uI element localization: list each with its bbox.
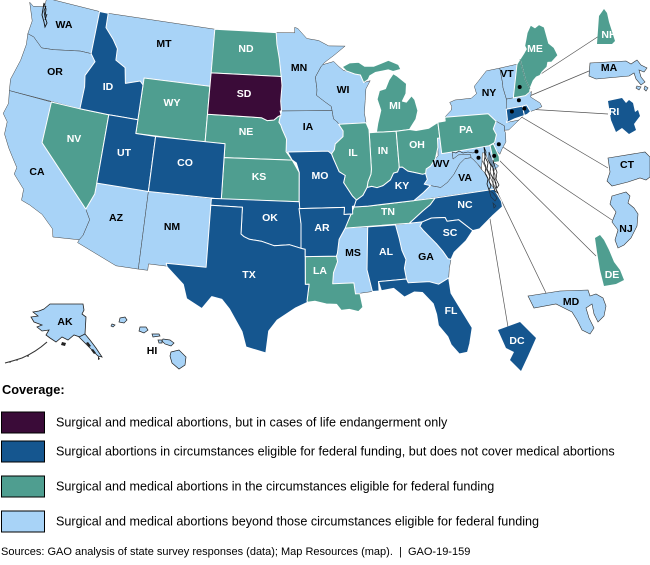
svg-text:CT: CT [620, 159, 635, 171]
svg-text:TN: TN [381, 206, 395, 218]
svg-text:Sources: GAO analysis of state: Sources: GAO analysis of state survey re… [1, 546, 470, 558]
svg-text:NY: NY [482, 87, 497, 99]
svg-text:IA: IA [303, 121, 314, 133]
svg-text:DE: DE [605, 269, 620, 281]
svg-text:FL: FL [445, 305, 458, 317]
svg-text:WA: WA [56, 19, 73, 31]
svg-text:Surgical abortions in circumst: Surgical abortions in circumstances elig… [56, 445, 615, 459]
svg-text:KY: KY [395, 180, 410, 192]
svg-text:ME: ME [527, 43, 543, 55]
svg-text:ND: ND [238, 43, 254, 55]
svg-text:OK: OK [262, 212, 278, 224]
svg-text:IL: IL [348, 147, 358, 159]
svg-text:MN: MN [291, 62, 307, 74]
svg-text:MD: MD [563, 296, 580, 308]
svg-text:LA: LA [313, 265, 327, 277]
svg-text:MT: MT [156, 38, 172, 50]
svg-text:CA: CA [29, 166, 45, 178]
svg-text:PA: PA [459, 124, 473, 136]
svg-text:AL: AL [379, 246, 394, 258]
svg-text:Surgical and medical abortions: Surgical and medical abortions in the ci… [56, 480, 494, 494]
svg-text:SC: SC [443, 227, 458, 239]
svg-text:SD: SD [237, 88, 252, 100]
svg-text:MA: MA [601, 62, 618, 74]
svg-text:NE: NE [239, 126, 254, 138]
svg-text:MO: MO [312, 170, 329, 182]
svg-text:KS: KS [252, 171, 267, 183]
svg-text:ID: ID [103, 81, 114, 93]
svg-text:TX: TX [242, 269, 255, 281]
svg-text:AZ: AZ [109, 212, 124, 224]
svg-text:CO: CO [177, 157, 193, 169]
svg-text:VT: VT [500, 68, 514, 80]
svg-text:NM: NM [164, 221, 181, 233]
svg-text:WI: WI [337, 84, 350, 96]
svg-text:NC: NC [457, 199, 473, 211]
svg-text:AK: AK [57, 316, 73, 328]
svg-text:DC: DC [509, 335, 525, 347]
svg-text:GA: GA [418, 251, 434, 263]
svg-text:MI: MI [389, 100, 401, 112]
svg-text:WY: WY [164, 97, 181, 109]
svg-text:HI: HI [147, 345, 158, 357]
svg-text:Surgical and medical abortions: Surgical and medical abortions beyond th… [56, 515, 539, 529]
svg-text:OH: OH [409, 139, 425, 151]
svg-text:Surgical and medical abortions: Surgical and medical abortions, but in c… [56, 416, 448, 430]
svg-text:MS: MS [345, 247, 361, 259]
svg-text:RI: RI [609, 106, 620, 118]
svg-text:UT: UT [117, 147, 132, 159]
svg-text:OR: OR [47, 66, 63, 78]
svg-text:NJ: NJ [619, 223, 633, 235]
svg-text:Coverage:: Coverage: [2, 382, 65, 397]
svg-text:IN: IN [378, 145, 389, 157]
svg-text:VA: VA [458, 172, 472, 184]
svg-text:AR: AR [314, 222, 330, 234]
svg-text:NV: NV [67, 133, 82, 145]
svg-text:NH: NH [601, 29, 616, 41]
svg-text:WV: WV [433, 158, 450, 170]
